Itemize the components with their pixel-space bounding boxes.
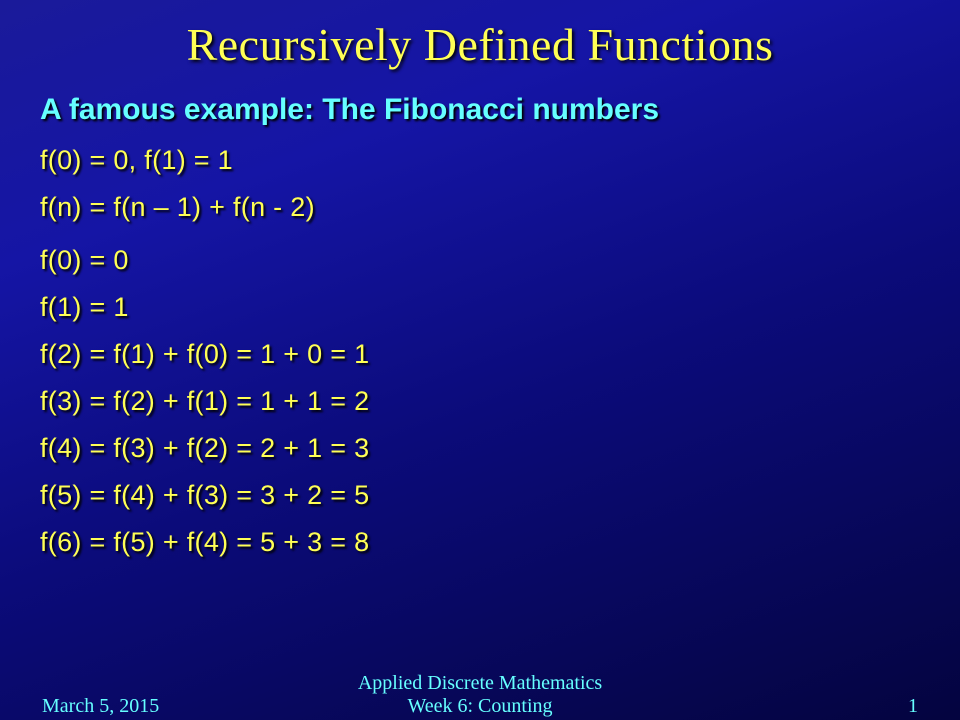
footer-course: Applied Discrete Mathematics Week 6: Cou… <box>334 672 626 718</box>
expansion-line: f(6) = f(5) + f(4) = 5 + 3 = 8 <box>40 527 920 558</box>
footer-course-line1: Applied Discrete Mathematics <box>334 672 626 695</box>
slide-title: Recursively Defined Functions <box>40 18 920 71</box>
expansion-line: f(0) = 0 <box>40 245 920 276</box>
expansion-line: f(2) = f(1) + f(0) = 1 + 0 = 1 <box>40 339 920 370</box>
slide-subtitle: A famous example: The Fibonacci numbers <box>40 93 920 127</box>
definition-base: f(0) = 0, f(1) = 1 <box>40 145 920 176</box>
slide-footer: March 5, 2015 Applied Discrete Mathemati… <box>0 672 960 718</box>
expansion-line: f(4) = f(3) + f(2) = 2 + 1 = 3 <box>40 433 920 464</box>
footer-course-line2: Week 6: Counting <box>334 695 626 718</box>
expansion-line: f(3) = f(2) + f(1) = 1 + 1 = 2 <box>40 386 920 417</box>
footer-page-number: 1 <box>626 695 918 718</box>
expansion-line: f(1) = 1 <box>40 292 920 323</box>
definition-recursive: f(n) = f(n – 1) + f(n - 2) <box>40 192 920 223</box>
footer-date: March 5, 2015 <box>42 695 334 718</box>
slide: Recursively Defined Functions A famous e… <box>0 0 960 720</box>
expansion-line: f(5) = f(4) + f(3) = 3 + 2 = 5 <box>40 480 920 511</box>
